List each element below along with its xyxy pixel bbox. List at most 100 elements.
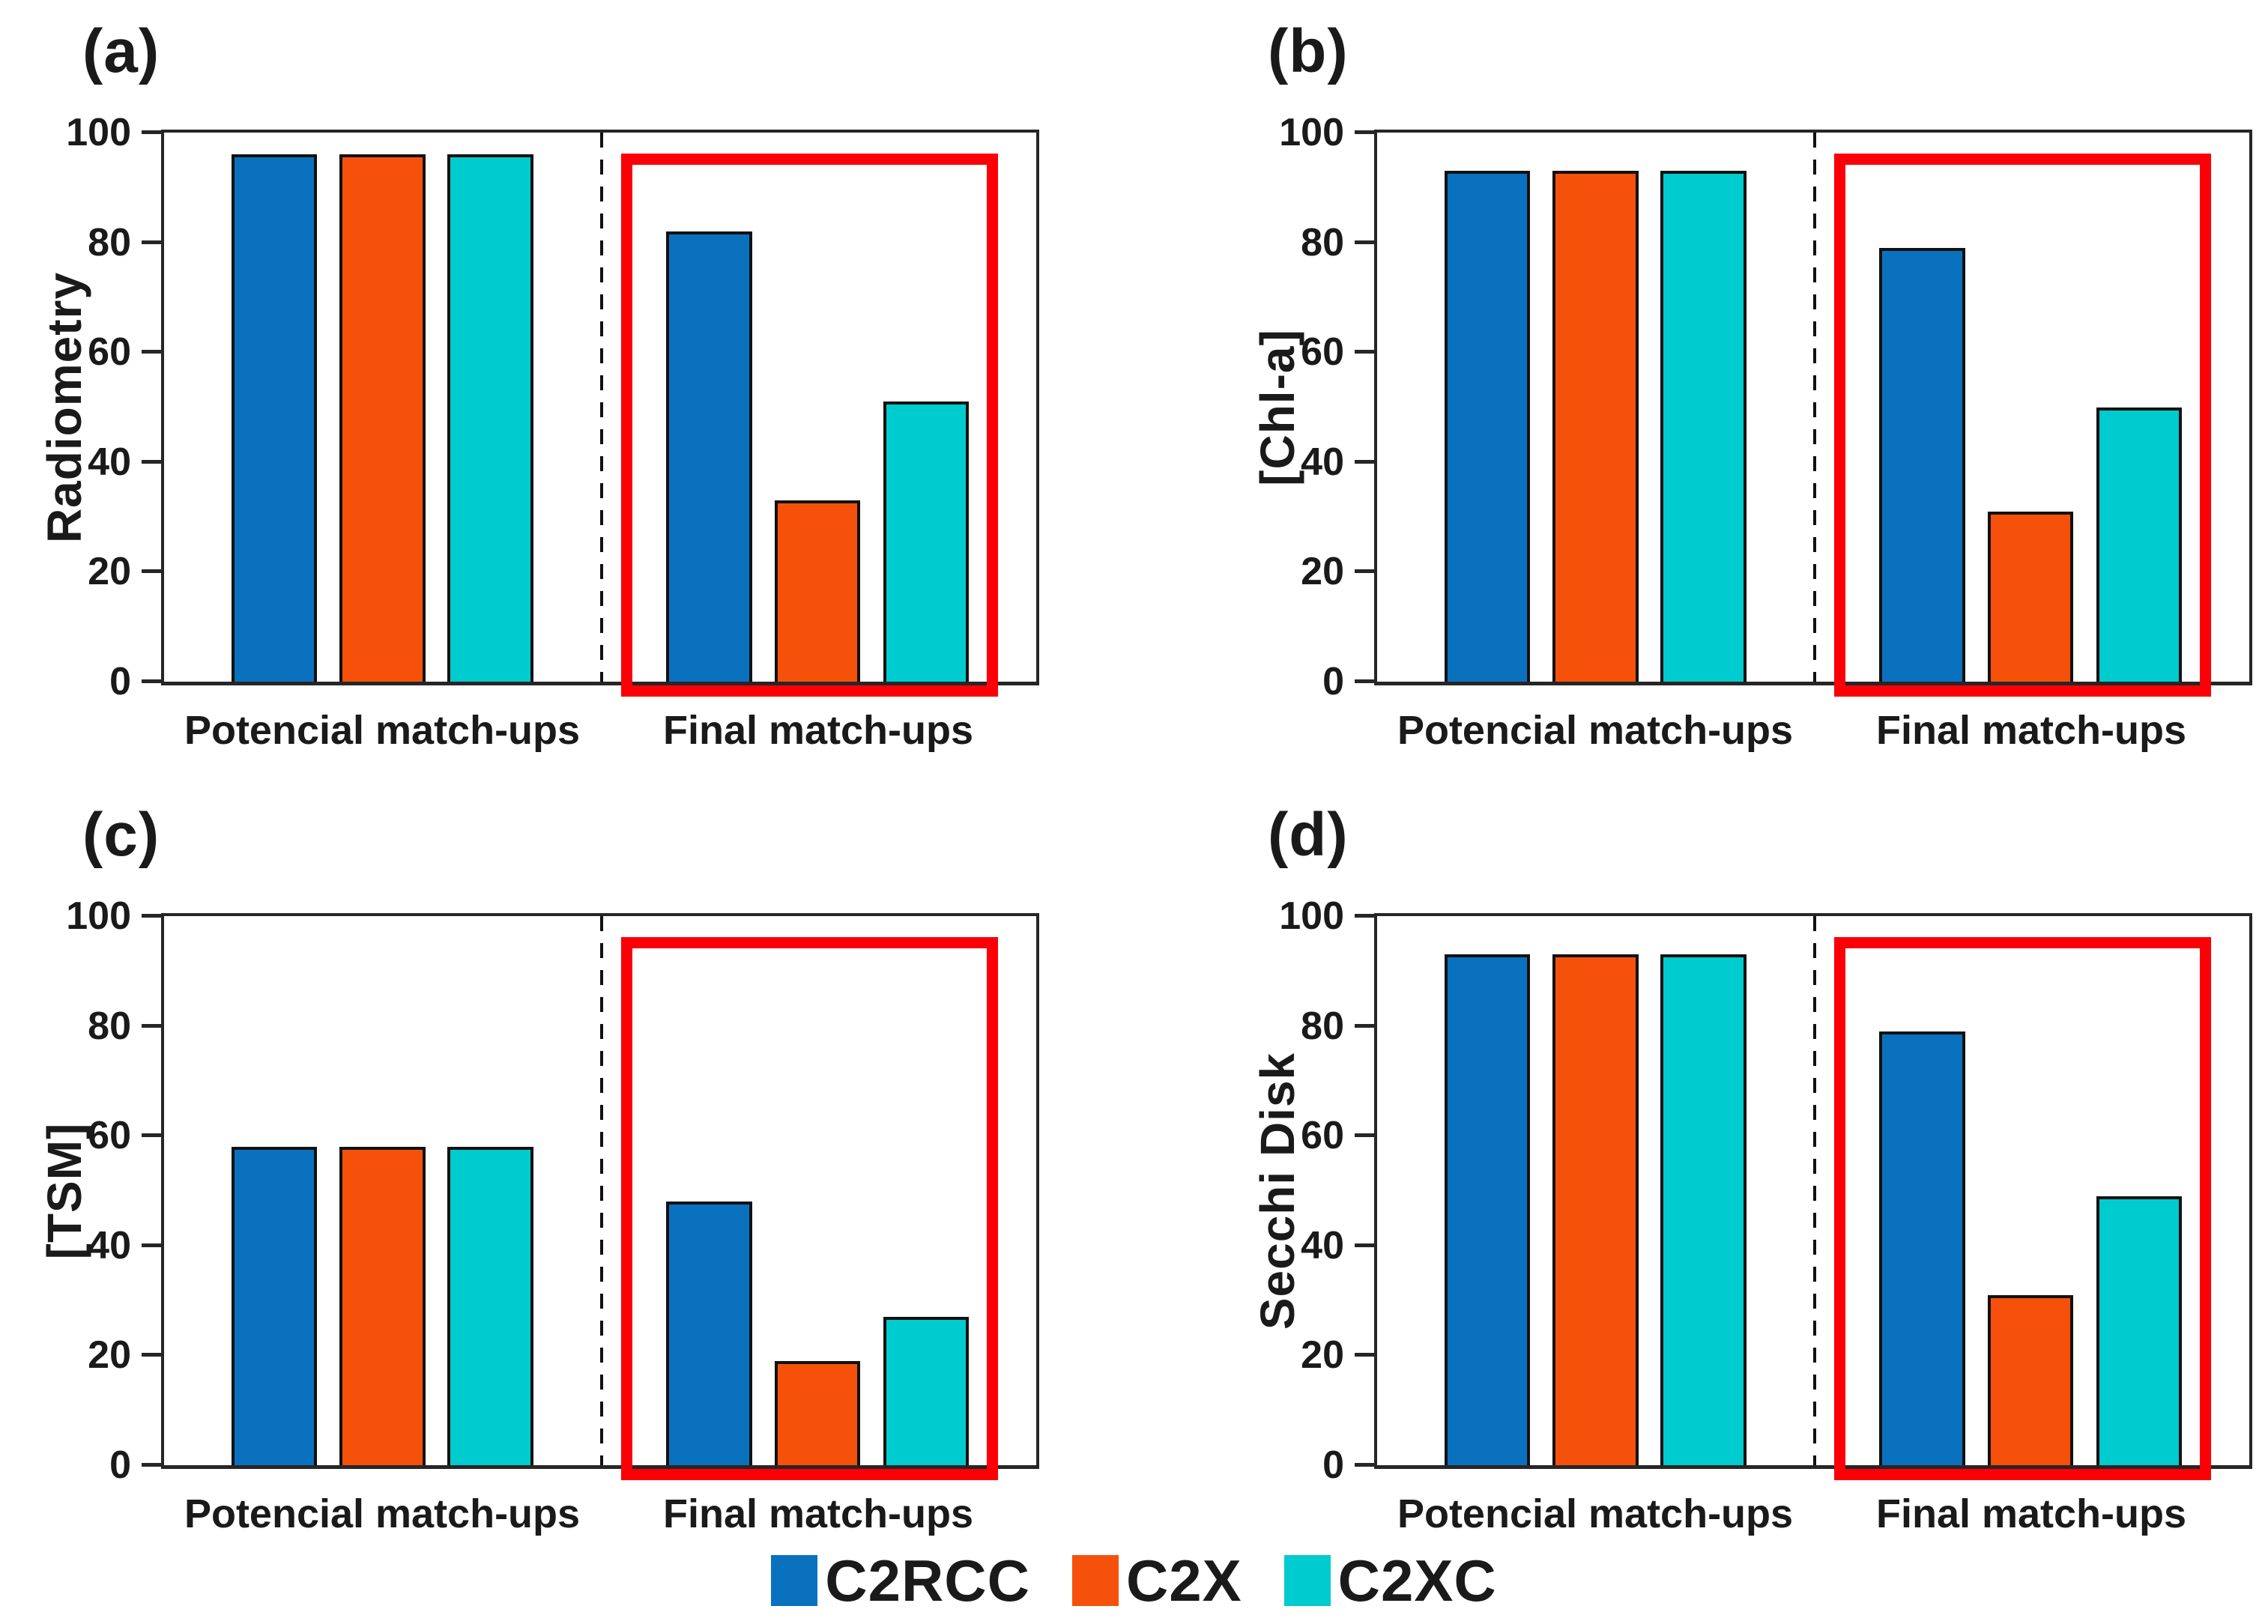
group-divider-dashed-line bbox=[600, 133, 603, 682]
legend-entry-c2rcc: C2RCC bbox=[771, 1549, 1030, 1612]
y-tick-mark bbox=[1355, 130, 1374, 134]
bar-c2rcc-final bbox=[1879, 1031, 1966, 1465]
y-tick-mark bbox=[1355, 1023, 1374, 1028]
y-tick-label: 60 bbox=[88, 330, 131, 375]
x-category-label: Potencial match-ups bbox=[184, 708, 581, 753]
final-matchups-highlight-box-b bbox=[1833, 153, 2211, 697]
legend: C2RCC C2X C2XC bbox=[0, 1549, 2268, 1612]
y-tick-mark bbox=[142, 459, 161, 464]
y-tick-label: 0 bbox=[109, 660, 131, 703]
y-tick-mark bbox=[1355, 240, 1374, 244]
bar-c2x-final bbox=[1987, 511, 2074, 682]
bar-c2rcc-potencial bbox=[231, 1146, 318, 1465]
bar-c2x-potencial bbox=[1552, 171, 1639, 682]
y-tick-label: 60 bbox=[1301, 330, 1344, 375]
plot-area-a: Radiometry 0 20 40 60 80 100 Potencial match-up… bbox=[37, 113, 1039, 751]
legend-label: C2XC bbox=[1337, 1548, 1497, 1614]
x-category-label: Potencial match-ups bbox=[1397, 1491, 1794, 1536]
panel-label-a: (a) bbox=[82, 17, 160, 85]
final-matchups-highlight-box-d bbox=[1833, 936, 2211, 1480]
x-category-label: Final match-ups bbox=[662, 708, 974, 753]
y-tick-label: 60 bbox=[1301, 1114, 1344, 1158]
y-tick-mark bbox=[1355, 1243, 1374, 1247]
panel-label-b: (b) bbox=[1268, 17, 1349, 85]
bar-c2x-potencial bbox=[339, 154, 426, 682]
y-axis-label-a: Radiometry bbox=[37, 271, 91, 543]
bar-c2rcc-potencial bbox=[1444, 954, 1531, 1465]
bar-c2rcc-final bbox=[666, 231, 753, 682]
y-tick-label: 20 bbox=[1301, 550, 1344, 594]
legend-entry-c2xc: C2XC bbox=[1283, 1548, 1497, 1614]
bar-c2xc-potencial bbox=[1660, 954, 1747, 1465]
y-axis-label-d: Secchi Disk bbox=[1251, 1052, 1304, 1330]
y-tick-mark bbox=[142, 240, 161, 244]
bar-c2rcc-final bbox=[1879, 247, 1966, 682]
y-tick-label: 100 bbox=[66, 894, 131, 938]
y-tick-mark bbox=[1355, 1133, 1374, 1138]
panel-label-c: (c) bbox=[82, 801, 160, 869]
final-matchups-highlight-box-a bbox=[620, 153, 998, 697]
y-tick-label: 40 bbox=[1301, 1223, 1344, 1267]
bar-c2xc-final bbox=[883, 402, 970, 682]
y-tick-label: 0 bbox=[109, 1443, 131, 1487]
y-tick-label: 0 bbox=[1322, 660, 1344, 703]
bar-c2x-potencial bbox=[1552, 954, 1639, 1465]
y-tick-mark bbox=[142, 1023, 161, 1028]
plot-area-c: [TSM] 0 20 40 60 80 100 Potencial match-ups Fina… bbox=[37, 897, 1039, 1534]
y-tick-mark bbox=[142, 1353, 161, 1357]
panel-a: (a) Radiometry 0 20 40 60 80 100 Potencial match… bbox=[0, 0, 1134, 779]
y-tick-mark bbox=[142, 350, 161, 354]
bar-c2xc-potencial bbox=[1660, 171, 1747, 682]
plot-area-b: [Chl-a] 0 20 40 60 80 100 Potencial match-ups Fi… bbox=[1251, 113, 2252, 751]
bar-c2x-final bbox=[1987, 1294, 2074, 1465]
group-divider-dashed-line bbox=[1813, 133, 1816, 682]
y-tick-mark bbox=[142, 1463, 161, 1467]
y-tick-mark bbox=[142, 914, 161, 918]
y-tick-label: 20 bbox=[88, 550, 131, 594]
bar-c2xc-potencial bbox=[447, 1146, 533, 1465]
x-category-label: Final match-ups bbox=[1875, 1491, 2187, 1536]
panel-b: (b) [Chl-a] 0 20 40 60 80 100 Potencial match-up… bbox=[1134, 0, 2268, 779]
final-matchups-highlight-box-c bbox=[620, 936, 998, 1480]
y-tick-mark bbox=[142, 1133, 161, 1138]
y-tick-label: 40 bbox=[1301, 440, 1344, 484]
x-category-label: Potencial match-ups bbox=[184, 1491, 581, 1536]
legend-swatch-c2x bbox=[1071, 1555, 1119, 1606]
bar-c2x-potencial bbox=[339, 1146, 426, 1465]
legend-swatch-c2xc bbox=[1283, 1555, 1331, 1606]
legend-entry-c2x: C2X bbox=[1071, 1548, 1242, 1614]
y-tick-mark bbox=[1355, 914, 1374, 918]
panel-label-d: (d) bbox=[1268, 801, 1349, 869]
bar-c2x-final bbox=[774, 1360, 861, 1465]
y-tick-label: 100 bbox=[66, 111, 131, 154]
panel-c: (c) [TSM] 0 20 40 60 80 100 Potencial match-ups F… bbox=[0, 784, 1134, 1563]
legend-label: C2X bbox=[1125, 1548, 1242, 1614]
x-category-label: Final match-ups bbox=[662, 1491, 974, 1536]
bar-c2rcc-potencial bbox=[231, 154, 318, 682]
y-tick-label: 80 bbox=[1301, 220, 1344, 264]
x-category-label: Final match-ups bbox=[1875, 708, 2187, 753]
x-category-label: Potencial match-ups bbox=[1397, 708, 1794, 753]
bar-c2xc-final bbox=[883, 1317, 970, 1465]
y-tick-label: 80 bbox=[1301, 1004, 1344, 1048]
legend-swatch-c2rcc bbox=[771, 1555, 818, 1606]
y-tick-label: 0 bbox=[1322, 1443, 1344, 1487]
y-tick-mark bbox=[1355, 679, 1374, 683]
bar-c2rcc-final bbox=[666, 1202, 753, 1465]
y-tick-label: 80 bbox=[88, 220, 131, 264]
y-tick-mark bbox=[142, 569, 161, 574]
bar-c2rcc-potencial bbox=[1444, 171, 1531, 682]
y-tick-label: 40 bbox=[88, 440, 131, 484]
y-tick-label: 20 bbox=[1301, 1333, 1344, 1378]
bar-c2x-final bbox=[774, 500, 861, 682]
y-tick-label: 100 bbox=[1279, 894, 1344, 938]
y-tick-mark bbox=[1355, 1463, 1374, 1467]
bar-c2xc-final bbox=[2096, 407, 2183, 682]
bar-c2xc-final bbox=[2096, 1196, 2183, 1465]
bar-c2xc-potencial bbox=[447, 154, 533, 682]
y-tick-label: 40 bbox=[88, 1223, 131, 1267]
y-tick-mark bbox=[1355, 1353, 1374, 1357]
y-tick-label: 100 bbox=[1279, 111, 1344, 154]
group-divider-dashed-line bbox=[600, 916, 603, 1465]
